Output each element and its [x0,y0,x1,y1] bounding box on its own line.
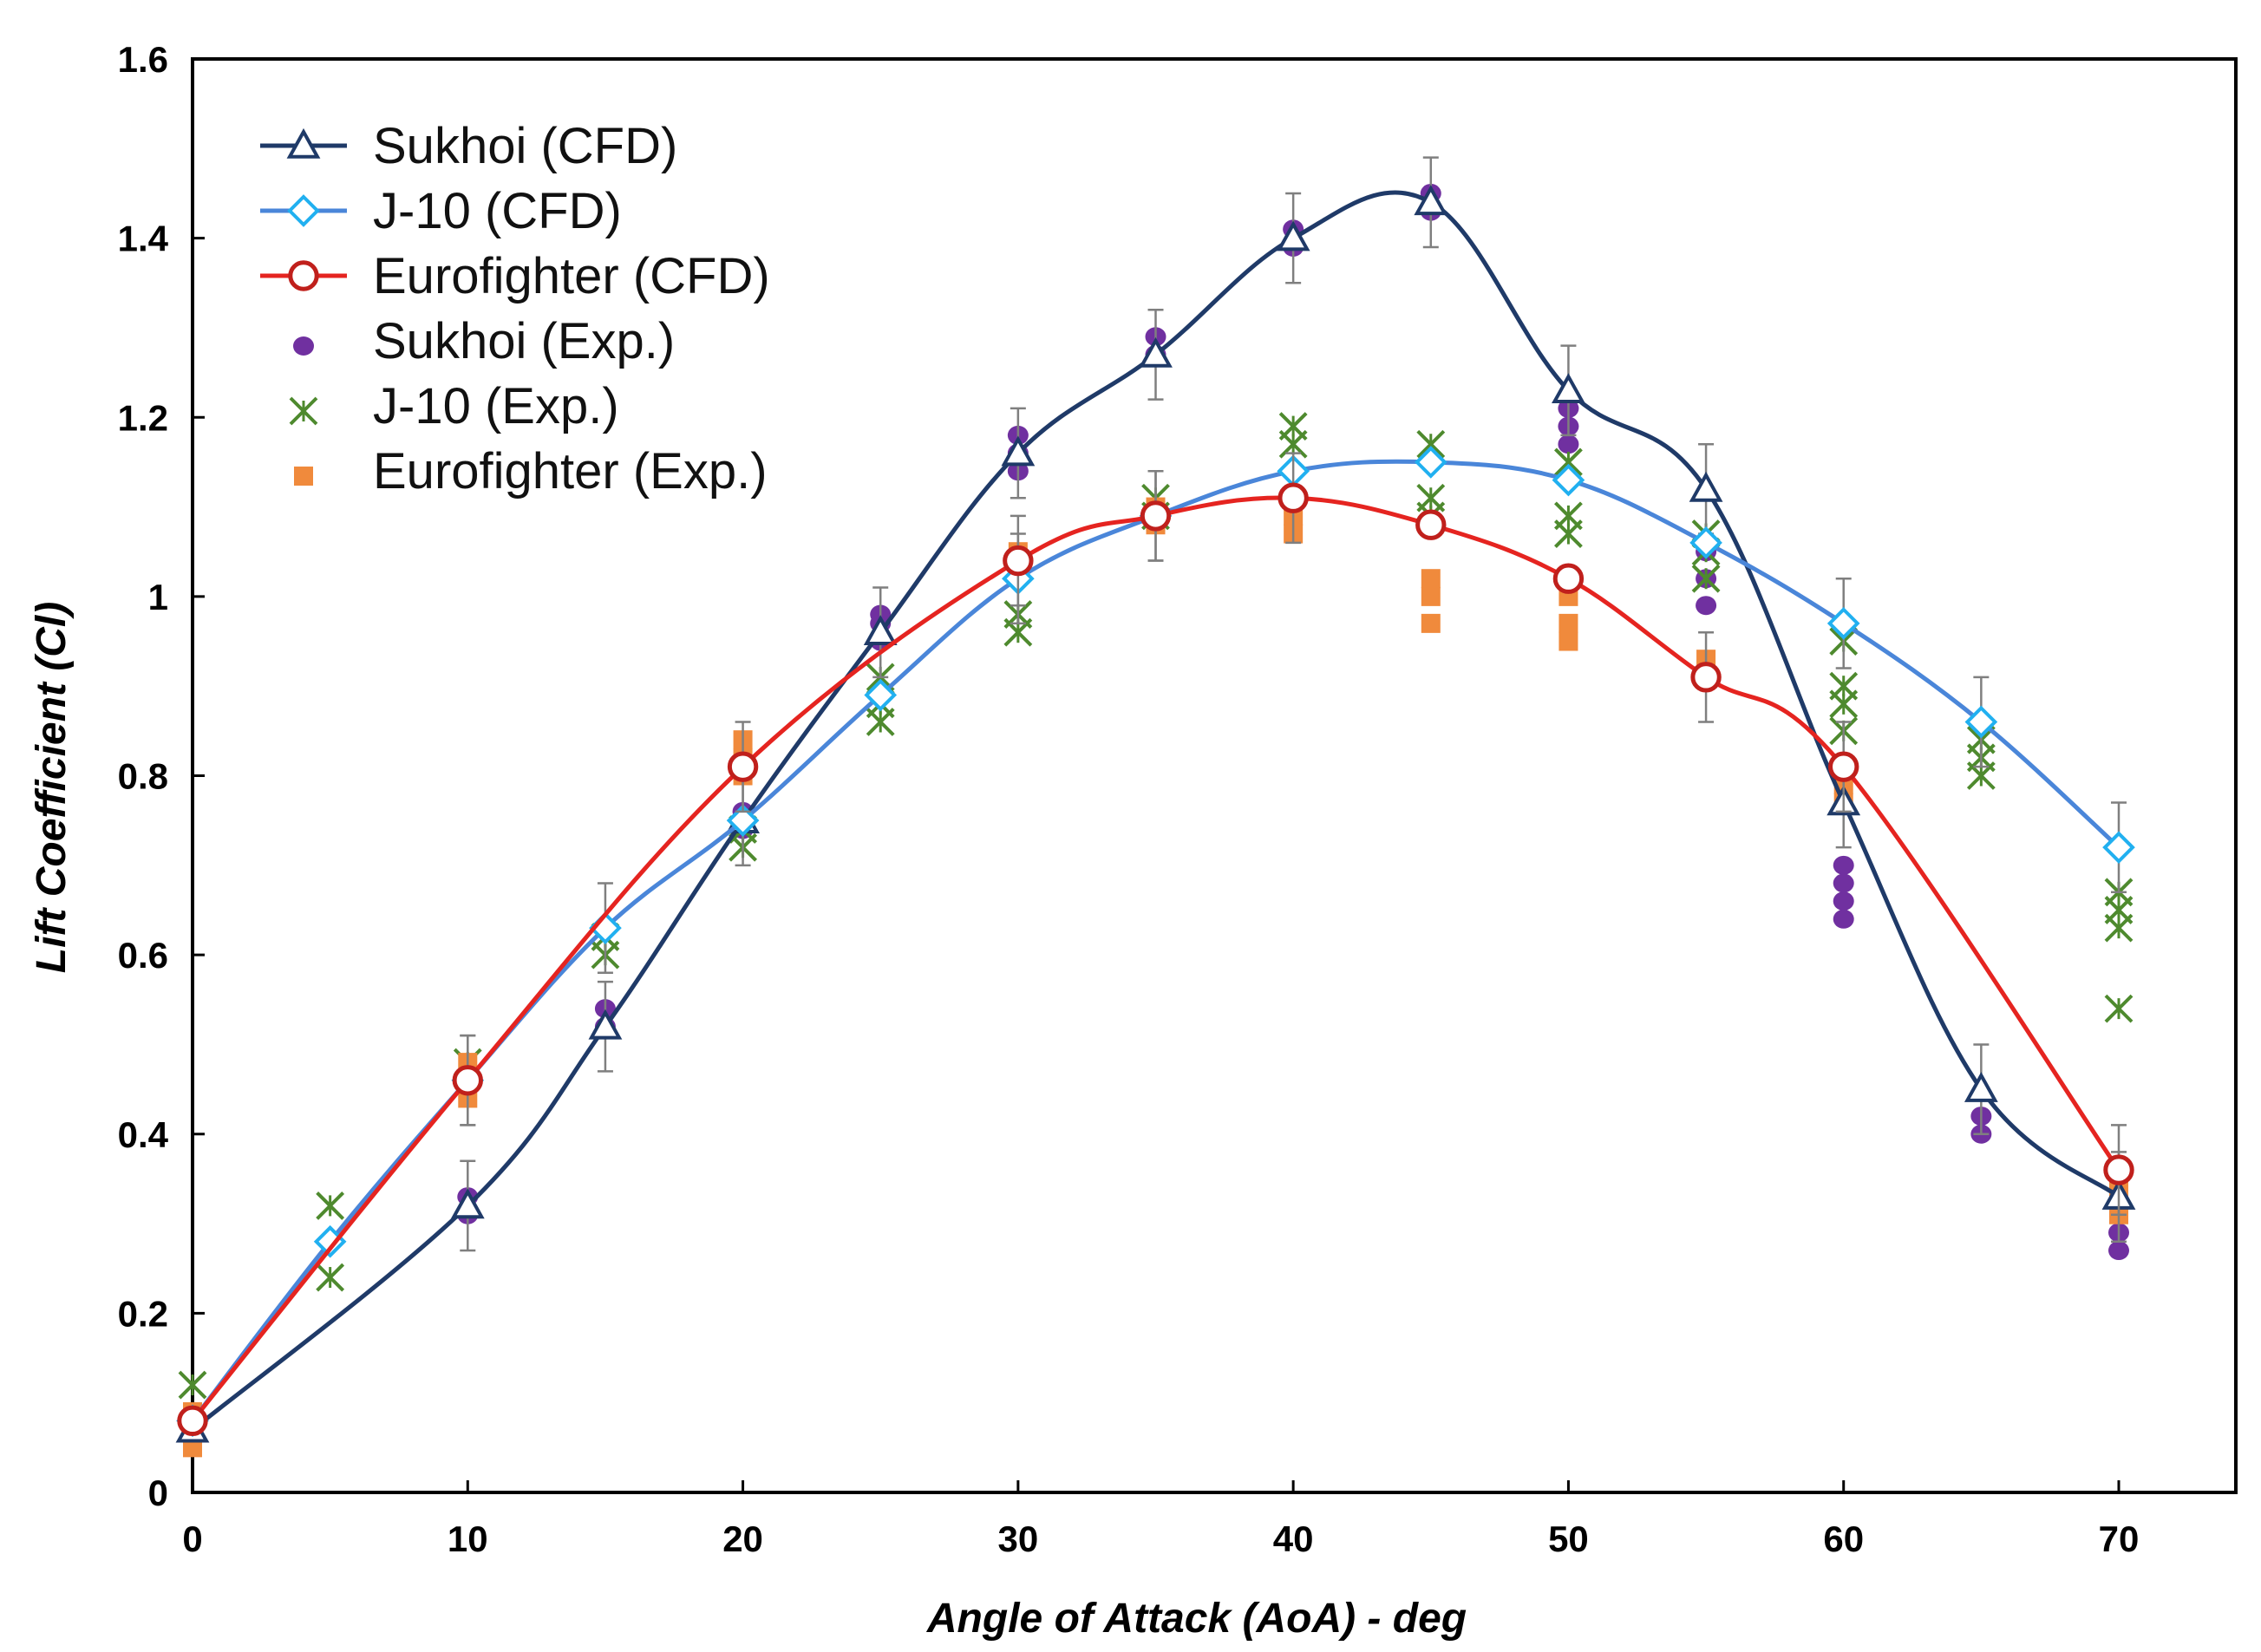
data-point [1826,607,1860,640]
data-point [1416,483,1446,513]
data-point [1691,564,1721,593]
data-point [1414,446,1447,479]
data-point [1833,855,1854,875]
y-tick-label: 1 [148,577,168,617]
data-point [727,751,759,782]
legend-label: Sukhoi (CFD) [373,118,677,174]
data-point [1964,1071,1998,1102]
data-point [1689,471,1723,502]
x-tick-label: 40 [1273,1518,1314,1559]
series-line [191,495,2121,1422]
data-point [1559,631,1578,651]
legend-item-eurofighter-cfd-: Eurofighter (CFD) [260,248,770,304]
data-point [1414,185,1448,216]
x-tick-label: 30 [997,1518,1038,1559]
data-point [1689,526,1722,559]
y-tick-label: 0.2 [118,1293,168,1334]
data-point [863,615,898,645]
data-point [1552,373,1585,404]
y-tick-label: 0.8 [118,756,168,797]
data-point [1421,613,1441,633]
legend-label: Eurofighter (Exp.) [373,443,768,500]
data-point [450,1188,485,1219]
data-point [2108,1241,2129,1261]
legend-item-sukhoi-exp-: Sukhoi (Exp.) [293,313,675,369]
series-sukhoi-cfd- [175,156,2136,1443]
series-eurofighter-cfd- [177,452,2134,1437]
data-point [726,804,760,837]
legend-label: Eurofighter (CFD) [373,248,770,304]
data-point [1140,500,1172,532]
data-point [1833,873,1854,893]
y-axis-title: Lift Coefficient (Cl) [29,602,75,973]
data-point [2103,1154,2134,1185]
data-point [1003,545,1034,577]
y-tick-label: 1.4 [118,219,169,259]
data-point [1964,705,1998,739]
legend-label: J-10 (CFD) [373,183,622,239]
data-point [1139,336,1173,368]
data-point [177,1405,208,1437]
legend-swatch-marker [287,194,320,227]
legend-item-j-10-exp-: J-10 (Exp.) [289,378,619,434]
data-point [1001,435,1036,467]
legend-swatch-marker [286,127,321,159]
x-tick-label: 0 [182,1518,202,1559]
legend-swatch-marker [288,260,319,291]
legend-swatch-marker [289,396,318,426]
legend-label: J-10 (Exp.) [373,378,619,434]
legend-swatch-marker [294,467,313,486]
data-point [1552,463,1585,497]
data-point [1559,613,1578,633]
data-point [1554,501,1583,531]
data-point [1690,662,1722,693]
x-tick-label: 20 [722,1518,763,1559]
data-point [1828,751,1859,782]
y-tick-label: 1.2 [118,397,168,438]
data-point [1278,412,1308,441]
x-tick-label: 50 [1548,1518,1589,1559]
data-point [178,1370,207,1400]
data-point [316,1191,345,1220]
x-axis-title: Angle of Attack (AoA) - deg [926,1596,1467,1642]
y-tick-label: 0.4 [118,1114,169,1155]
y-tick-label: 0 [148,1472,168,1513]
data-point [1421,586,1441,606]
data-point [452,1065,483,1096]
data-point [1552,563,1585,594]
data-point [316,1263,345,1292]
data-point [183,1438,202,1458]
data-point [864,678,898,712]
data-point [1829,671,1859,701]
data-point [1278,482,1309,513]
x-tick-label: 60 [1823,1518,1864,1559]
axis-ticks: 0 0.2 0.4 0.6 0.8 1 1.2 1.4 1.6 0 10 20 30 40 50 60 70 [118,39,2140,1559]
data-point [1421,569,1441,589]
data-point [1415,509,1447,540]
legend-item-j-10-cfd-: J-10 (CFD) [260,183,622,239]
y-tick-label: 0.6 [118,935,168,976]
data-point [588,1009,623,1040]
data-point [2102,831,2135,864]
legend-swatch-marker [293,336,314,356]
x-tick-label: 70 [2099,1518,2140,1559]
x-tick-label: 10 [448,1518,488,1559]
data-point [2104,994,2134,1023]
legend-item-sukhoi-cfd-: Sukhoi (CFD) [260,118,677,174]
y-tick-label: 1.6 [118,39,168,80]
data-point [1833,891,1854,911]
data-point [1833,909,1854,929]
legend-label: Sukhoi (Exp.) [373,313,675,369]
plot-area [175,57,2238,1494]
legend: Sukhoi (CFD) J-10 (CFD) Eurofighter (CFD) S… [260,118,770,500]
legend-item-eurofighter-exp-: Eurofighter (Exp.) [294,443,768,500]
data-point [1696,596,1717,616]
data-point [1276,220,1310,251]
data-point [1558,434,1579,454]
